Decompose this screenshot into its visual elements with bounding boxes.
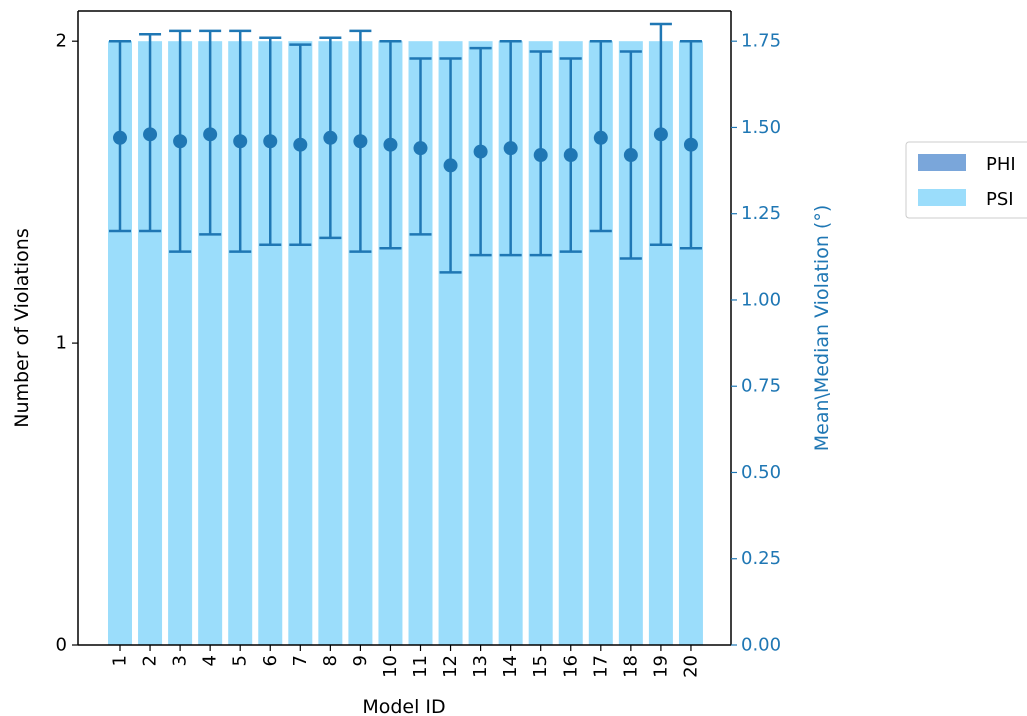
x-tick-label-9: 9 <box>350 655 371 666</box>
marker-1 <box>113 130 127 145</box>
y-right-tick-label-0.25: 0.25 <box>741 548 781 569</box>
x-tick-label-19: 19 <box>650 655 671 678</box>
x-tick-label-2: 2 <box>140 655 161 666</box>
x-tick-label-17: 17 <box>590 655 611 678</box>
y-right-tick-label-1.50: 1.50 <box>741 117 781 138</box>
marker-7 <box>293 137 308 152</box>
x-tick-label-20: 20 <box>680 655 701 678</box>
x-tick-label-1: 1 <box>110 655 131 666</box>
marker-13 <box>473 144 488 159</box>
marker-8 <box>323 130 338 145</box>
x-tick-label-11: 11 <box>410 655 431 678</box>
bars-layer <box>108 41 703 645</box>
marker-6 <box>263 134 278 149</box>
y-right-tick-label-1.00: 1.00 <box>741 289 781 310</box>
legend-swatch-phi <box>918 154 966 171</box>
legend-label-phi: PHI <box>986 154 1016 175</box>
x-tick-label-6: 6 <box>260 655 281 666</box>
marker-18 <box>623 148 638 163</box>
marker-3 <box>173 134 188 149</box>
x-tick-label-10: 10 <box>380 655 401 678</box>
axes-layer <box>77 10 732 646</box>
markers-layer <box>113 127 698 173</box>
y-axis-title-left: Number of Violations <box>11 228 33 427</box>
x-tick-label-8: 8 <box>320 655 341 666</box>
marker-10 <box>383 137 398 152</box>
marker-17 <box>593 130 608 145</box>
marker-2 <box>143 127 158 142</box>
marker-20 <box>683 137 698 152</box>
marker-15 <box>533 148 548 163</box>
x-tick-label-3: 3 <box>170 655 191 666</box>
y-axis-title-right: Mean\Median Violation (°) <box>811 205 833 451</box>
x-ticks: 1 2 3 4 5 6 7 8 9 10 11 12 13 14 15 16 17 18 19 20 <box>110 645 701 678</box>
y-right-tick-label-0.00: 0.00 <box>741 635 781 656</box>
y-left-tick-label-0: 0 <box>56 635 67 656</box>
marker-5 <box>233 134 248 149</box>
marker-12 <box>443 158 458 173</box>
y-right-tick-label-1.75: 1.75 <box>741 31 781 52</box>
y-right-tick-label-0.75: 0.75 <box>741 376 781 397</box>
x-tick-label-4: 4 <box>200 655 221 666</box>
y-right-tick-label-1.25: 1.25 <box>741 203 781 224</box>
legend-swatch-psi <box>918 189 966 206</box>
x-tick-label-5: 5 <box>230 655 251 666</box>
marker-11 <box>413 141 428 156</box>
marker-19 <box>653 127 668 142</box>
x-tick-label-15: 15 <box>530 655 551 678</box>
x-tick-label-13: 13 <box>470 655 491 678</box>
legend-label-psi: PSI <box>986 189 1014 210</box>
marker-4 <box>203 127 218 142</box>
x-tick-label-16: 16 <box>560 655 581 678</box>
legend: PHI PSI <box>905 141 1027 219</box>
y-ticks-left: 0 1 2 <box>56 31 78 656</box>
y-ticks-right: 0.00 0.25 0.50 0.75 1.00 1.25 1.50 1.75 <box>731 31 781 656</box>
x-tick-label-14: 14 <box>500 655 521 678</box>
y-right-tick-label-0.50: 0.50 <box>741 462 781 483</box>
x-tick-label-7: 7 <box>290 655 311 666</box>
marker-14 <box>503 141 518 156</box>
marker-9 <box>353 134 368 149</box>
x-tick-label-18: 18 <box>620 655 641 678</box>
marker-16 <box>563 148 578 163</box>
y-left-tick-label-1: 1 <box>56 333 67 354</box>
errorbars-layer <box>109 22 702 274</box>
x-axis-title: Model ID <box>362 696 445 716</box>
y-left-tick-label-2: 2 <box>56 31 67 52</box>
x-tick-label-12: 12 <box>440 655 461 678</box>
